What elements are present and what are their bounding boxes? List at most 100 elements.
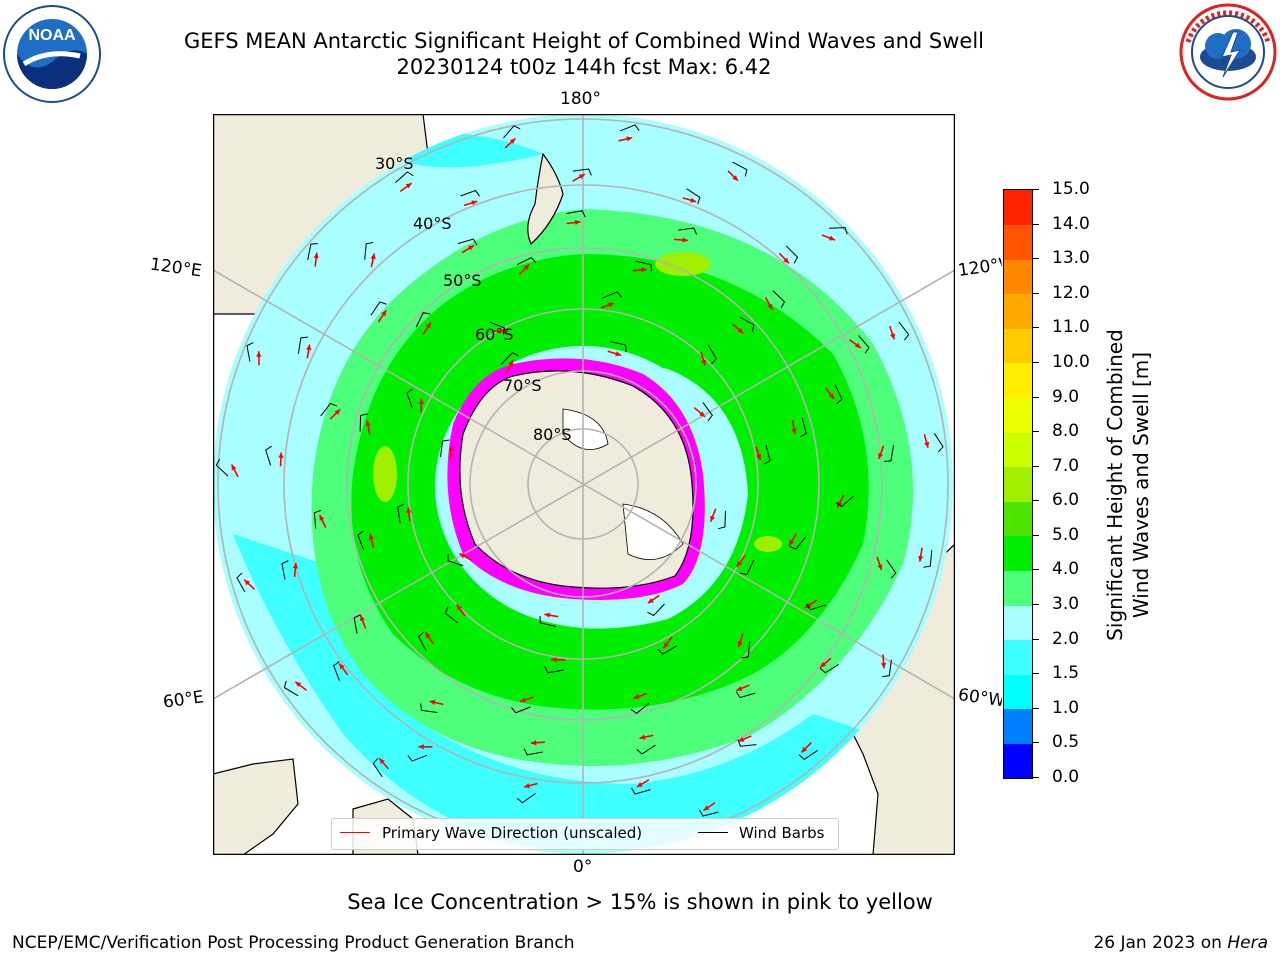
colorbar-tick-label: 15.0 xyxy=(1052,179,1090,199)
wind-barb xyxy=(440,439,450,458)
colorbar-tick-label: 2.0 xyxy=(1052,628,1080,649)
wave-direction-arrowhead xyxy=(574,219,581,226)
wave-direction-arrowhead xyxy=(736,686,743,691)
wind-barb xyxy=(406,388,413,409)
footer-date: 26 Jan 2023 on Hera xyxy=(1093,933,1268,953)
colorbar-segment xyxy=(1004,328,1032,364)
wind-barb xyxy=(630,702,650,714)
wave-direction-arrowhead xyxy=(306,344,312,351)
colorbar-tick-label: 10.0 xyxy=(1052,351,1090,372)
wind-barb xyxy=(805,603,826,611)
wave-direction-arrowhead xyxy=(448,445,454,452)
wind-barb xyxy=(677,227,698,235)
wave-direction-arrowhead xyxy=(732,175,738,181)
vector-layer xyxy=(215,124,944,817)
wave-direction-arrowhead xyxy=(459,553,466,559)
wave-direction-arrowhead xyxy=(418,744,424,750)
wind-barb xyxy=(883,444,895,463)
colorbar-tick-label: 1.5 xyxy=(1052,663,1080,684)
wind-barb xyxy=(635,260,652,272)
wind-barb xyxy=(307,243,318,260)
wave-direction-arrowhead xyxy=(278,452,284,458)
wave-direction-arrowhead xyxy=(828,235,835,241)
wave-direction-arrowhead xyxy=(381,310,387,317)
wave-direction-arrowhead xyxy=(295,681,302,688)
nws-logo xyxy=(1179,3,1277,101)
wave-direction-arrowhead xyxy=(551,657,557,663)
colorbar-tick-label: 8.0 xyxy=(1052,421,1080,442)
colorbar-tick-mark xyxy=(1033,534,1039,536)
wind-barb xyxy=(798,749,818,760)
wave-direction-arrowhead xyxy=(737,327,744,334)
map-legend: Primary Wave Direction (unscaled) Wind B… xyxy=(331,818,839,850)
lon-label-60w: 60°W xyxy=(956,685,1004,711)
colorbar-tick-label: 13.0 xyxy=(1052,248,1090,269)
wind-barb xyxy=(619,124,640,132)
wind-barb xyxy=(657,645,677,655)
wind-barb xyxy=(489,321,505,335)
sea-ice-note: Sea Ice Concentration > 15% is shown in … xyxy=(347,890,933,914)
noaa-logo-text: NOAA xyxy=(28,27,76,44)
wind-barb xyxy=(460,189,480,197)
wave-direction-arrowhead xyxy=(379,758,385,765)
wave-direction-arrowhead xyxy=(418,398,424,404)
wave-direction-arrowhead xyxy=(636,781,643,787)
wind-barb xyxy=(933,433,944,453)
wind-barb xyxy=(647,603,665,617)
wave-direction-arrowhead xyxy=(699,411,705,417)
colorbar-tick-mark xyxy=(1033,292,1039,294)
lat-label-80s: 80°S xyxy=(533,425,572,444)
colorbar-segment xyxy=(1004,708,1032,744)
wind-barb xyxy=(886,559,897,579)
wave-direction-arrowhead xyxy=(471,200,478,206)
wave-direction-arrowhead xyxy=(456,604,462,611)
wave-direction-arrowhead xyxy=(663,642,669,649)
wave-direction-arrowhead xyxy=(544,612,551,618)
lat-label-70s: 70°S xyxy=(503,376,542,395)
wind-barb xyxy=(707,344,717,365)
wind-barb xyxy=(539,615,557,627)
wave-direction-legend-label: Primary Wave Direction (unscaled) xyxy=(382,824,643,842)
wave-direction-arrowhead xyxy=(878,452,884,459)
wave-direction-arrowhead xyxy=(783,257,790,264)
colorbar-segment xyxy=(1004,639,1032,675)
wind-barb xyxy=(898,321,910,341)
colorbar-tick-label: 4.0 xyxy=(1052,559,1080,580)
lat-label-60s: 60°S xyxy=(475,325,514,344)
wind-barb xyxy=(698,809,719,817)
wind-barb xyxy=(457,238,478,246)
colorbar-tick-label: 14.0 xyxy=(1052,213,1090,234)
colorbar-tick-mark xyxy=(1033,569,1039,571)
colorbar-tick-label: 12.0 xyxy=(1052,282,1090,303)
wave-direction-arrowhead xyxy=(682,237,688,243)
colorbar-title-line2: Wind Waves and Swell [m] xyxy=(1129,351,1153,619)
colorbar-segment xyxy=(1004,466,1032,502)
wave-direction-arrowhead xyxy=(801,746,808,753)
wave-direction-arrowhead xyxy=(890,333,895,340)
wind-barb xyxy=(359,413,368,432)
wind-barb xyxy=(789,536,807,550)
wave-direction-legend-line xyxy=(340,832,370,833)
wave-direction-arrowhead xyxy=(509,138,516,144)
wave-direction-arrowhead xyxy=(690,197,697,203)
colorbar-segment xyxy=(1004,570,1032,606)
wind-barb xyxy=(566,210,586,218)
colorbar-tick-mark xyxy=(1033,327,1039,329)
wind-barb xyxy=(364,242,374,260)
wind-barb xyxy=(372,757,383,778)
wind-barb xyxy=(281,560,289,580)
colorbar xyxy=(1003,189,1033,779)
wind-barb xyxy=(353,614,361,634)
wave-direction-arrowhead xyxy=(523,264,530,271)
colorbar-segment xyxy=(1004,432,1032,468)
wind-barb xyxy=(333,661,340,681)
chart-title: GEFS MEAN Antarctic Significant Height o… xyxy=(183,29,985,53)
wave-direction-arrowhead xyxy=(429,699,436,705)
wave-direction-arrowhead xyxy=(626,136,633,142)
polar-map: 30°S 40°S 50°S 60°S 70°S 80°S xyxy=(213,114,955,855)
wave-direction-arrowhead xyxy=(633,694,640,699)
wind-barb xyxy=(215,458,229,477)
colorbar-tick-label: 0.5 xyxy=(1052,732,1080,753)
colorbar-segment xyxy=(1004,293,1032,329)
wind-barb xyxy=(602,291,622,299)
